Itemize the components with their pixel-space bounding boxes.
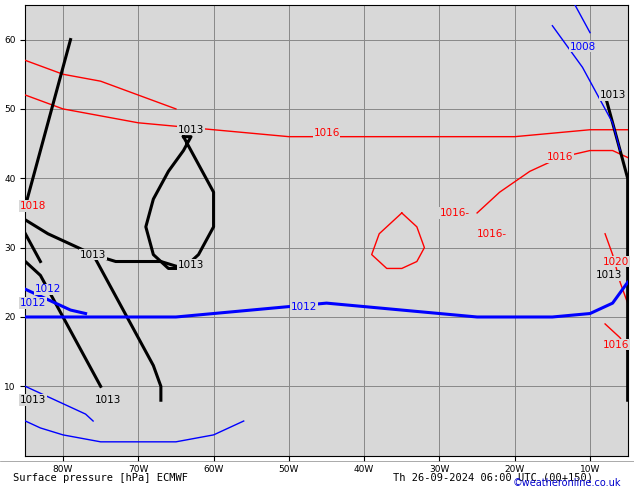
Text: 1013: 1013: [20, 395, 46, 405]
Text: 1013: 1013: [95, 395, 121, 405]
Text: 1012: 1012: [35, 284, 61, 294]
Text: 1016: 1016: [313, 128, 340, 138]
Text: Th 26-09-2024 06:00 UTC (00+150): Th 26-09-2024 06:00 UTC (00+150): [393, 473, 593, 483]
Text: 1016: 1016: [547, 152, 573, 163]
Text: 1020: 1020: [603, 256, 630, 267]
Text: 1012: 1012: [291, 301, 317, 312]
Text: 1013: 1013: [80, 249, 107, 260]
Text: 1016-: 1016-: [439, 208, 470, 218]
Text: ©weatheronline.co.uk: ©weatheronline.co.uk: [513, 478, 621, 488]
Text: 1012: 1012: [20, 298, 46, 308]
Text: 1013: 1013: [599, 90, 626, 100]
Text: 1013: 1013: [178, 260, 204, 270]
Text: 1008: 1008: [569, 42, 595, 51]
Text: 1013: 1013: [596, 270, 622, 280]
Text: Surface pressure [hPa] ECMWF: Surface pressure [hPa] ECMWF: [13, 473, 188, 483]
Text: 1018: 1018: [20, 201, 46, 211]
Text: 1013: 1013: [178, 125, 204, 135]
Text: 1016-: 1016-: [477, 229, 507, 239]
Text: 1016: 1016: [603, 340, 630, 350]
